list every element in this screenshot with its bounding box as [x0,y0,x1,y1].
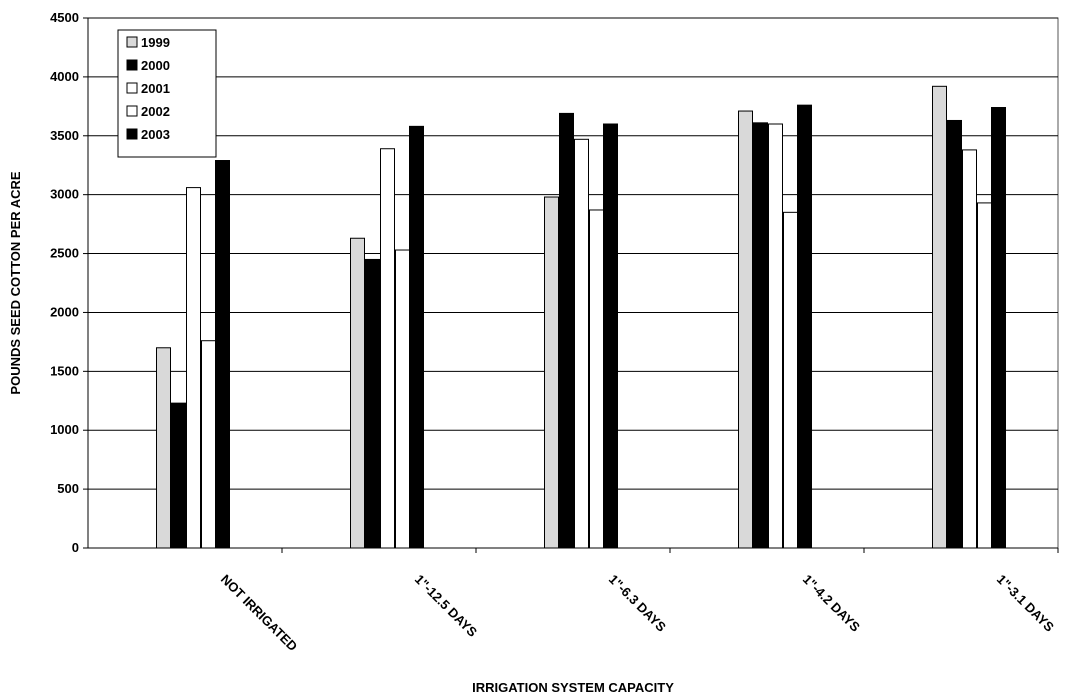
y-tick-label: 0 [72,540,79,555]
y-tick-label: 3000 [50,187,79,202]
x-category-label: NOT IRRIGATED [218,572,300,654]
y-tick-label: 4000 [50,69,79,84]
bar-2003-1 [409,125,424,549]
legend-swatch [126,105,138,117]
bar-2002-2 [589,209,604,549]
y-tick-label: 4500 [50,10,79,25]
legend-label: 1999 [141,35,170,50]
bar-2003-3 [797,104,812,549]
y-tick-label: 2500 [50,246,79,261]
bar-2001-0 [186,187,201,549]
y-axis-title: POUNDS SEED COTTON PER ACRE [8,171,23,395]
bar-1999-0 [156,347,171,549]
legend-swatch [126,128,138,140]
bars [156,85,1006,549]
x-axis-title: IRRIGATION SYSTEM CAPACITY [472,680,674,695]
bar-2001-2 [574,138,589,549]
bar-2001-3 [768,123,783,549]
bar-1999-2 [544,196,559,549]
legend-label: 2000 [141,58,170,73]
legend-swatch [126,82,138,94]
legend-label: 2001 [141,81,170,96]
y-tick-label: 1000 [50,422,79,437]
bar-2000-4 [947,119,962,549]
y-tick-label: 3500 [50,128,79,143]
bar-2001-4 [962,149,977,549]
bar-2003-4 [991,107,1006,549]
legend-label: 2003 [141,127,170,142]
bar-2002-1 [395,249,410,549]
bar-2003-2 [603,123,618,549]
y-tick-label: 500 [57,481,79,496]
y-tick-label: 2000 [50,304,79,319]
bar-1999-3 [738,110,753,549]
bar-2003-0 [215,160,230,549]
bar-2000-3 [753,122,768,549]
y-axis: 0 500 1000 1500 2000 2500 3000 3500 4000 4500 [50,10,89,555]
bar-2002-0 [201,340,216,549]
bar-1999-4 [932,85,947,549]
legend: 1999 2000 2001 2002 2003 [117,29,217,158]
x-category-label: 1"-6.3 DAYS [606,572,669,635]
bar-2002-3 [783,211,798,549]
x-category-label: 1"-3.1 DAYS [994,572,1057,635]
bar-2000-2 [559,112,574,549]
x-category-label: 1"-12.5 DAYS [412,572,481,641]
y-tick-label: 1500 [50,363,79,378]
legend-swatch [126,59,138,71]
x-axis: NOT IRRIGATED 1"-12.5 DAYS 1"-6.3 DAYS 1"-4… [88,547,1059,654]
bar-2000-1 [365,258,380,549]
bar-2002-4 [977,202,992,549]
bar-1999-1 [350,237,365,549]
legend-swatch [126,36,138,48]
bar-2000-0 [171,402,186,549]
bar-2001-1 [380,148,395,549]
x-category-label: 1"-4.2 DAYS [800,572,863,635]
legend-label: 2002 [141,104,170,119]
